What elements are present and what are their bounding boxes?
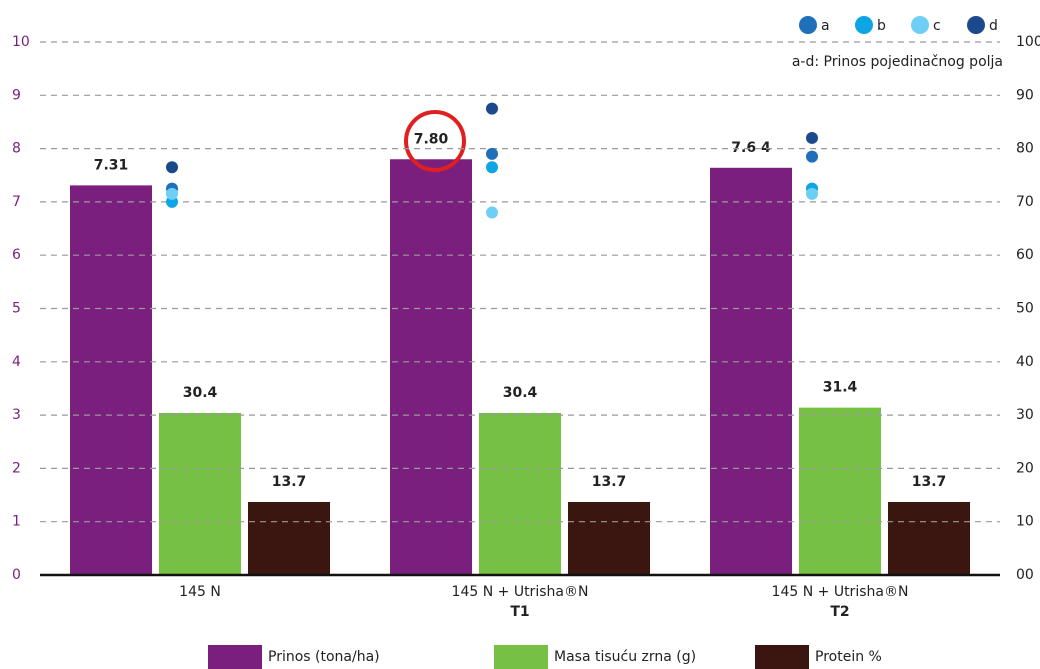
bar (799, 407, 881, 575)
x-tick-label: 145 N + Utrisha®N (452, 584, 589, 600)
value-label: 13.7 (272, 474, 307, 490)
value-label: 30.4 (183, 385, 218, 401)
legend-label: Protein % (815, 649, 882, 665)
field-point (166, 187, 178, 200)
x-tick-label: 145 N + Utrisha®N (772, 584, 909, 600)
bar (248, 501, 330, 575)
legend-dot (799, 16, 817, 34)
x-tick-sublabel: T2 (830, 604, 849, 620)
field-point (806, 150, 818, 163)
field-point (486, 102, 498, 115)
y2-tick-label: 30 (1016, 407, 1034, 423)
field-point (486, 147, 498, 160)
y-tick-label: 3 (12, 407, 21, 423)
y-tick-label: 6 (12, 247, 21, 263)
value-label: 13.7 (912, 474, 947, 490)
y2-tick-label: 20 (1016, 460, 1034, 476)
value-label: 30.4 (503, 385, 538, 401)
legend-dot (911, 16, 929, 34)
y-tick-label: 8 (12, 141, 21, 157)
legend-label: d (989, 18, 998, 34)
field-point (806, 131, 818, 144)
legend-label: c (933, 18, 941, 34)
y2-tick-label: 90 (1016, 87, 1034, 103)
y2-tick-label: 70 (1016, 194, 1034, 210)
bar (159, 412, 241, 575)
legend-swatch (755, 645, 809, 669)
bar (70, 185, 152, 575)
y-tick-label: 2 (12, 460, 21, 476)
field-note: a-d: Prinos pojedinačnog polja (792, 54, 1003, 70)
y2-tick-label: 50 (1016, 301, 1034, 317)
y-tick-label: 0 (12, 567, 21, 583)
legend-dot (855, 16, 873, 34)
y-tick-label: 1 (12, 514, 21, 530)
bar (888, 501, 970, 575)
field-point (806, 187, 818, 200)
y2-tick-label: 80 (1016, 141, 1034, 157)
value-label: 13.7 (592, 474, 627, 490)
y2-tick-label: 60 (1016, 247, 1034, 263)
bar (568, 501, 650, 575)
x-tick-label: 145 N (179, 584, 221, 600)
legend-swatch (494, 645, 548, 669)
legend-label: Masa tisuću zrna (g) (554, 649, 696, 665)
y-tick-label: 4 (12, 354, 21, 370)
legend-label: Prinos (tona/ha) (268, 649, 380, 665)
y-tick-label: 10 (12, 34, 30, 50)
y2-tick-label: 100 (1016, 34, 1040, 50)
value-label: 7.80 (414, 131, 449, 147)
y-tick-label: 7 (12, 194, 21, 210)
field-point (166, 161, 178, 174)
field-point (486, 161, 498, 174)
bar (390, 159, 472, 575)
y2-tick-label: 00 (1016, 567, 1034, 583)
x-tick-sublabel: T1 (510, 604, 529, 620)
y-tick-label: 9 (12, 87, 21, 103)
y2-tick-label: 40 (1016, 354, 1034, 370)
field-point (486, 206, 498, 219)
legend-swatch (208, 645, 262, 669)
legend-dot (967, 16, 985, 34)
bar (710, 167, 792, 575)
value-label: 7.31 (94, 157, 129, 173)
highlight-circle (404, 110, 466, 172)
value-label: 31.4 (823, 380, 858, 396)
y-tick-label: 5 (12, 301, 21, 317)
y2-tick-label: 10 (1016, 514, 1034, 530)
legend-label: a (821, 18, 830, 34)
bar (479, 412, 561, 575)
value-label: 7.6 4 (731, 140, 771, 156)
legend-label: b (877, 18, 886, 34)
